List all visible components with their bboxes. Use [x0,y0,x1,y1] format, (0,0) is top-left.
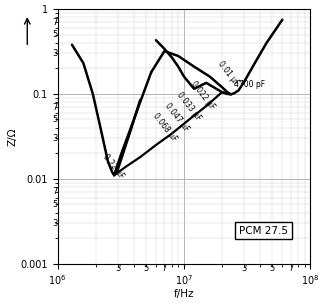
Text: 0.047 μF: 0.047 μF [163,102,190,134]
Text: 3: 3 [52,134,58,143]
Text: 0.068 μF: 0.068 μF [151,112,179,144]
Text: 5: 5 [143,264,148,273]
Text: 7: 7 [162,264,167,273]
Text: 5: 5 [52,200,58,209]
Text: 3: 3 [242,264,247,273]
Text: 7: 7 [52,188,58,196]
Text: 3: 3 [115,264,121,273]
Text: 7: 7 [52,103,58,112]
Text: 3: 3 [52,49,58,58]
Text: 0.033 μF: 0.033 μF [175,91,203,122]
Text: 7: 7 [52,18,58,27]
Text: 0.22 μF: 0.22 μF [101,153,125,181]
Text: 3: 3 [52,219,58,228]
Text: 5: 5 [270,264,275,273]
Text: 5: 5 [52,115,58,124]
X-axis label: f/Hz: f/Hz [174,288,194,298]
Text: 4700 pF: 4700 pF [234,80,265,89]
Text: Z/Ω: Z/Ω [7,127,17,146]
Text: 5: 5 [52,30,58,39]
Text: 0.01 μF: 0.01 μF [216,60,241,88]
Text: 7: 7 [288,264,293,273]
Text: PCM 27.5: PCM 27.5 [239,225,288,235]
Text: 0.022 μF: 0.022 μF [189,80,217,112]
